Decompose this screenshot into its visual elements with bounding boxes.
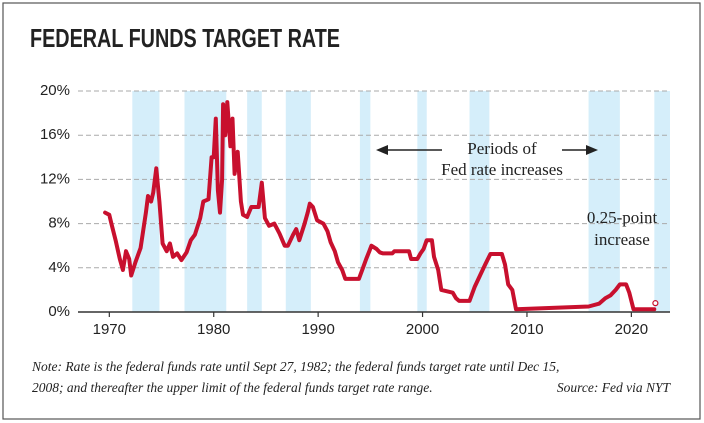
- y-tick-label: 12%: [40, 170, 70, 187]
- increase-period: [247, 91, 262, 312]
- increase-period: [285, 91, 311, 312]
- y-tick-label: 20%: [40, 82, 70, 99]
- note: Note: Rate is the federal funds rate unt…: [31, 359, 559, 374]
- x-tick-label: 1970: [93, 321, 126, 338]
- x-tick-label: 2000: [406, 321, 439, 338]
- increase-period: [654, 91, 670, 312]
- annotation: increase: [594, 230, 650, 249]
- increase-period: [588, 91, 620, 312]
- rate-line: [103, 100, 657, 312]
- arrow-right: [562, 145, 598, 155]
- chart-title: FEDERAL FUNDS TARGET RATE: [30, 23, 340, 53]
- y-tick-label: 8%: [48, 215, 70, 232]
- x-tick-label: 1980: [197, 321, 230, 338]
- x-tick-label: 2020: [615, 321, 648, 338]
- y-tick-label: 16%: [40, 126, 70, 143]
- annotation: Periods of: [467, 139, 537, 158]
- increase-period: [359, 91, 371, 312]
- y-tick-label: 4%: [48, 259, 70, 276]
- arrow-left: [376, 145, 442, 155]
- annotation: Fed rate increases: [441, 160, 563, 179]
- note: 2008; and thereafter the upper limit of …: [32, 380, 433, 395]
- increase-period: [469, 91, 490, 312]
- increase-period: [417, 91, 427, 312]
- y-tick-label: 0%: [48, 303, 70, 320]
- highlight-point: [652, 300, 659, 307]
- x-tick-label: 2010: [510, 321, 543, 338]
- x-tick-label: 1990: [301, 321, 334, 338]
- annotation: 0.25-point: [587, 208, 658, 227]
- source: Source: Fed via NYT: [557, 380, 672, 395]
